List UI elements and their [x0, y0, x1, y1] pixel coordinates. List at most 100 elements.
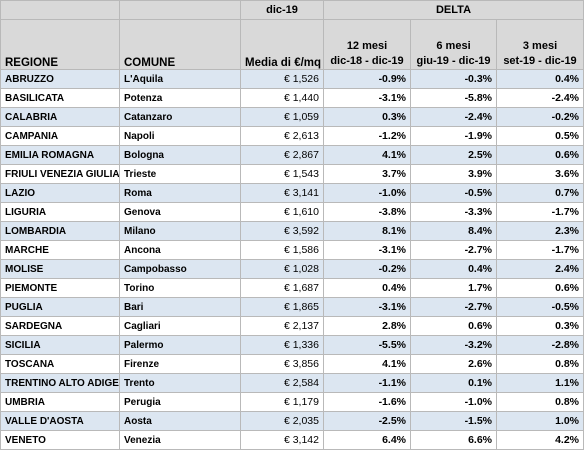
- delta-12m-cell: -1.6%: [323, 392, 411, 412]
- media-cell: € 1,336: [240, 335, 324, 355]
- delta-12m-cell: -3.1%: [323, 297, 411, 317]
- delta-3m-cell: 2.3%: [495, 221, 584, 241]
- media-cell: € 1,865: [240, 297, 324, 317]
- delta-3m-cell: 2.4%: [495, 259, 584, 279]
- delta-6m-cell: -1.5%: [410, 411, 497, 431]
- media-cell: € 1,440: [240, 88, 324, 108]
- delta-6m-cell: 3.9%: [410, 164, 497, 184]
- delta-12m-cell: 8.1%: [323, 221, 411, 241]
- comune-cell: Genova: [119, 202, 241, 222]
- column-header-regione: REGIONE: [0, 19, 120, 70]
- column-header-6-mesi: 6 mesi giu-19 - dic-19: [410, 19, 497, 70]
- delta-12m-cell: -1.2%: [323, 126, 411, 146]
- regione-cell: SARDEGNA: [0, 316, 120, 336]
- delta-12m-cell: -1.1%: [323, 373, 411, 393]
- delta-12m-cell: -1.0%: [323, 183, 411, 203]
- comune-cell: Roma: [119, 183, 241, 203]
- column-header-3-mesi: 3 mesi set-19 - dic-19: [495, 19, 584, 70]
- table-row: CAMPANIA Napoli € 2,613 -1.2% -1.9% 0.5%: [0, 126, 584, 146]
- delta-12m-cell: 0.3%: [323, 107, 411, 127]
- regione-cell: FRIULI VENEZIA GIULIA: [0, 164, 120, 184]
- comune-cell: Trento: [119, 373, 241, 393]
- table-row: VENETO Venezia € 3,142 6.4% 6.6% 4.2%: [0, 430, 584, 450]
- delta-6m-cell: -3.2%: [410, 335, 497, 355]
- delta-3m-cell: 0.8%: [495, 354, 584, 374]
- media-cell: € 1,028: [240, 259, 324, 279]
- delta-6m-cell: -2.4%: [410, 107, 497, 127]
- media-cell: € 2,613: [240, 126, 324, 146]
- delta-6m-cell: -2.7%: [410, 240, 497, 260]
- delta-6m-cell: -1.9%: [410, 126, 497, 146]
- header-blank-cell: [0, 0, 120, 20]
- comune-cell: Trieste: [119, 164, 241, 184]
- delta-3m-cell: 0.8%: [495, 392, 584, 412]
- comune-cell: Milano: [119, 221, 241, 241]
- media-cell: € 1,059: [240, 107, 324, 127]
- table-row: EMILIA ROMAGNA Bologna € 2,867 4.1% 2.5% 0.6%: [0, 145, 584, 165]
- comune-cell: Aosta: [119, 411, 241, 431]
- regione-cell: UMBRIA: [0, 392, 120, 412]
- header-group-row: dic-19 DELTA: [0, 0, 584, 20]
- regione-cell: TOSCANA: [0, 354, 120, 374]
- header-blank-cell: [119, 0, 241, 20]
- delta-6m-cell: -2.7%: [410, 297, 497, 317]
- delta-3m-cell: 0.6%: [495, 145, 584, 165]
- delta-3m-cell: -0.5%: [495, 297, 584, 317]
- regione-cell: LAZIO: [0, 183, 120, 203]
- table-row: LOMBARDIA Milano € 3,592 8.1% 8.4% 2.3%: [0, 221, 584, 241]
- regione-cell: MARCHE: [0, 240, 120, 260]
- delta-3m-cell: -2.4%: [495, 88, 584, 108]
- comune-cell: Potenza: [119, 88, 241, 108]
- delta-3m-cell: 0.3%: [495, 316, 584, 336]
- delta-12m-cell: 4.1%: [323, 354, 411, 374]
- comune-cell: Cagliari: [119, 316, 241, 336]
- column-header-6-mesi-range: giu-19 - dic-19: [416, 55, 491, 67]
- media-cell: € 1,586: [240, 240, 324, 260]
- media-cell: € 1,543: [240, 164, 324, 184]
- comune-cell: Bologna: [119, 145, 241, 165]
- delta-label: DELTA: [322, 0, 584, 20]
- column-header-3-mesi-range: set-19 - dic-19: [503, 55, 577, 67]
- delta-3m-cell: 4.2%: [495, 430, 584, 450]
- media-cell: € 3,141: [240, 183, 324, 203]
- comune-cell: Catanzaro: [119, 107, 241, 127]
- table-row: ABRUZZO L'Aquila € 1,526 -0.9% -0.3% 0.4%: [0, 69, 584, 89]
- delta-6m-cell: 0.1%: [410, 373, 497, 393]
- media-cell: € 3,856: [240, 354, 324, 374]
- delta-12m-cell: 6.4%: [323, 430, 411, 450]
- delta-12m-cell: -3.1%: [323, 88, 411, 108]
- table-row: UMBRIA Perugia € 1,179 -1.6% -1.0% 0.8%: [0, 392, 584, 412]
- column-header-comune: COMUNE: [119, 19, 241, 70]
- delta-6m-cell: 8.4%: [410, 221, 497, 241]
- table-row: LAZIO Roma € 3,141 -1.0% -0.5% 0.7%: [0, 183, 584, 203]
- column-header-12-mesi: 12 mesi dic-18 - dic-19: [323, 19, 411, 70]
- comune-cell: Perugia: [119, 392, 241, 412]
- table-row: MOLISE Campobasso € 1,028 -0.2% 0.4% 2.4%: [0, 259, 584, 279]
- delta-12m-cell: -2.5%: [323, 411, 411, 431]
- delta-6m-cell: 0.4%: [410, 259, 497, 279]
- regione-cell: VENETO: [0, 430, 120, 450]
- comune-cell: Palermo: [119, 335, 241, 355]
- delta-6m-cell: 6.6%: [410, 430, 497, 450]
- table-row: MARCHE Ancona € 1,586 -3.1% -2.7% -1.7%: [0, 240, 584, 260]
- delta-6m-cell: -0.3%: [410, 69, 497, 89]
- comune-cell: L'Aquila: [119, 69, 241, 89]
- delta-6m-cell: -0.5%: [410, 183, 497, 203]
- media-cell: € 1,687: [240, 278, 324, 298]
- table-row: SICILIA Palermo € 1,336 -5.5% -3.2% -2.8%: [0, 335, 584, 355]
- regione-cell: BASILICATA: [0, 88, 120, 108]
- table-row: TRENTINO ALTO ADIGE Trento € 2,584 -1.1% 0.1…: [0, 373, 584, 393]
- delta-3m-cell: 0.5%: [495, 126, 584, 146]
- regione-cell: LOMBARDIA: [0, 221, 120, 241]
- table-body: ABRUZZO L'Aquila € 1,526 -0.9% -0.3% 0.4% BAS…: [0, 69, 584, 450]
- table-row: SARDEGNA Cagliari € 2,137 2.8% 0.6% 0.3%: [0, 316, 584, 336]
- regione-cell: VALLE D'AOSTA: [0, 411, 120, 431]
- regione-cell: ABRUZZO: [0, 69, 120, 89]
- delta-12m-cell: 0.4%: [323, 278, 411, 298]
- delta-3m-cell: 0.6%: [495, 278, 584, 298]
- delta-6m-cell: 2.6%: [410, 354, 497, 374]
- media-cell: € 2,584: [240, 373, 324, 393]
- header-columns-row: REGIONE COMUNE Media di €/mq 12 mesi dic…: [0, 19, 584, 70]
- media-cell: € 2,035: [240, 411, 324, 431]
